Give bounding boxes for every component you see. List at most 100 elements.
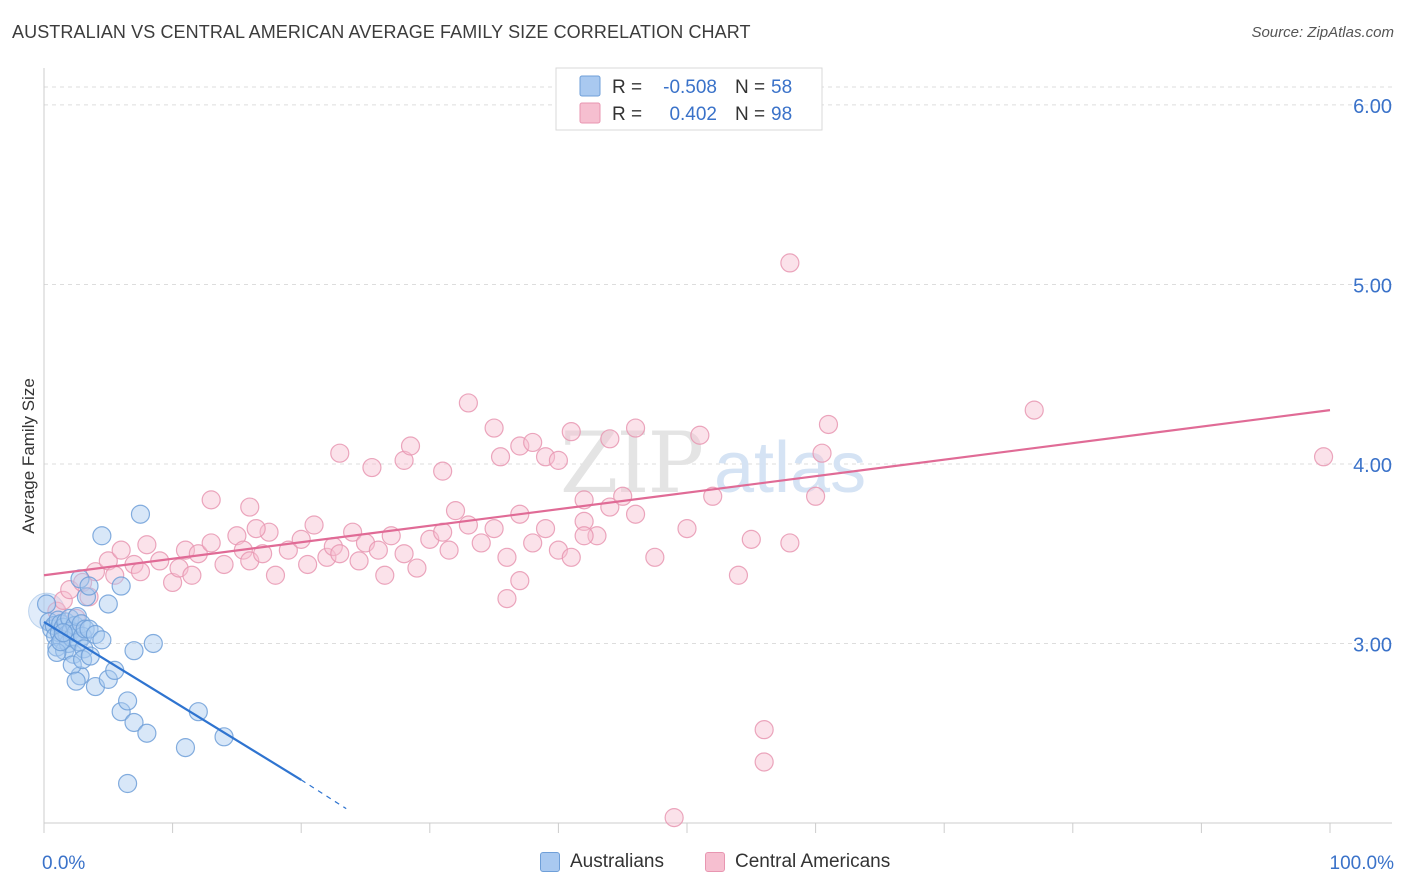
x-tick-label: 0.0% xyxy=(42,853,85,874)
australians-point xyxy=(98,594,118,614)
central-americans-point xyxy=(510,571,530,591)
central-americans-point xyxy=(497,589,517,609)
legend-r-value: 0.402 xyxy=(669,104,717,125)
australians-point xyxy=(117,773,138,794)
central-americans-point xyxy=(407,558,427,578)
tick-labels: 3.00 4.00 5.00 6.00 0.0% 100.0% xyxy=(42,96,1394,874)
australians-point xyxy=(79,619,99,639)
central-americans-point xyxy=(484,418,504,438)
central-americans-point xyxy=(1024,400,1044,420)
australians-point xyxy=(92,526,112,546)
central-americans-point xyxy=(561,422,581,442)
australians-point xyxy=(143,633,163,654)
chart-title: AUSTRALIAN VS CENTRAL AMERICAN AVERAGE F… xyxy=(12,22,751,42)
legend-item-australians[interactable]: Australians xyxy=(540,851,664,873)
australians-point xyxy=(85,624,106,645)
axes xyxy=(43,68,1392,833)
central-americans-point xyxy=(561,547,581,567)
central-americans-point xyxy=(471,533,491,553)
central-americans-point xyxy=(349,551,369,571)
legend-r-label: R = xyxy=(612,104,642,125)
central-americans-point xyxy=(214,554,234,575)
central-americans-point xyxy=(812,443,832,463)
legend-n-value: 58 xyxy=(771,77,792,98)
central-americans-point xyxy=(574,526,594,546)
central-americans-point xyxy=(362,457,382,478)
australians-point xyxy=(70,666,90,686)
trendlines xyxy=(43,409,1331,810)
central-americans-point xyxy=(497,547,517,567)
central-americans-point xyxy=(439,540,459,560)
central-americans-point xyxy=(484,518,504,539)
central-americans-point xyxy=(291,529,311,549)
central-americans-point xyxy=(433,461,453,481)
central-americans-point xyxy=(400,436,421,456)
central-americans-point xyxy=(805,486,826,506)
chart-source: Source: ZipAtlas.com xyxy=(1251,24,1394,41)
central-americans-point xyxy=(111,540,131,560)
australians-point xyxy=(66,671,86,691)
central-americans-point xyxy=(754,720,774,740)
watermark-atlas: atlas xyxy=(714,428,866,508)
central-americans-point xyxy=(182,565,202,585)
australians-point xyxy=(79,576,99,596)
legend-r-label: R = xyxy=(612,77,642,98)
central-americans-point xyxy=(201,490,221,510)
australians-trendline-extension xyxy=(300,779,347,810)
australians-point xyxy=(124,712,144,733)
central-americans-point xyxy=(754,752,774,772)
central-americans-point xyxy=(523,432,543,453)
australians-point xyxy=(47,642,67,663)
central-americans-point xyxy=(265,565,286,585)
australians-point xyxy=(124,641,144,661)
australians-point xyxy=(130,504,151,524)
central-americans-point xyxy=(201,533,221,553)
central-americans-point xyxy=(394,544,414,564)
central-americans-point xyxy=(818,414,839,435)
y-tick-label: 3.00 xyxy=(1353,634,1392,656)
central-americans-point xyxy=(574,511,594,532)
central-americans-point xyxy=(625,418,646,438)
central-americans-point xyxy=(600,429,620,449)
y-axis-label: Average Family Size xyxy=(19,378,38,534)
central-americans-point xyxy=(625,504,646,524)
central-americans-point xyxy=(523,533,543,553)
australians-point xyxy=(36,594,57,614)
central-americans-point xyxy=(240,497,260,517)
australians-point xyxy=(92,630,112,650)
legend-item-label: Australians xyxy=(570,851,664,872)
central-americans-point xyxy=(394,450,414,470)
central-americans-point xyxy=(690,425,710,445)
legend-swatch-central-americans xyxy=(579,102,601,124)
australians-point xyxy=(137,723,157,743)
central-americans-point xyxy=(163,572,183,593)
australians-point xyxy=(111,576,131,596)
x-tick-label: 100.0% xyxy=(1330,853,1395,874)
australians-trendline xyxy=(43,621,302,781)
central-americans-point xyxy=(703,486,723,506)
central-americans-trendline xyxy=(43,409,1331,577)
australians-swatch xyxy=(540,852,560,872)
legend-n-label: N = xyxy=(735,104,765,125)
central-americans-point xyxy=(1313,447,1334,467)
legend-item-central-americans[interactable]: Central Americans xyxy=(705,851,890,873)
central-americans-point xyxy=(458,515,478,535)
central-americans-point xyxy=(375,565,395,585)
central-americans-point xyxy=(780,253,800,273)
central-americans-point xyxy=(677,518,697,539)
legend-swatch-australians xyxy=(579,75,601,97)
central-americans-point xyxy=(130,562,151,582)
central-americans-point xyxy=(304,515,324,535)
central-americans-point xyxy=(278,540,298,560)
central-americans-point xyxy=(368,540,388,560)
legend-r-value: -0.508 xyxy=(663,77,717,98)
legend-n-value: 98 xyxy=(771,104,792,125)
central-americans-point xyxy=(490,447,511,467)
legend-box: R = -0.508 N = 58 R = 0.402 N = 98 xyxy=(555,67,823,131)
central-americans-point xyxy=(548,450,569,470)
central-americans-point xyxy=(645,547,665,567)
central-americans-point xyxy=(780,533,800,553)
legend-item-label: Central Americans xyxy=(735,851,891,872)
australians-point xyxy=(117,691,138,711)
